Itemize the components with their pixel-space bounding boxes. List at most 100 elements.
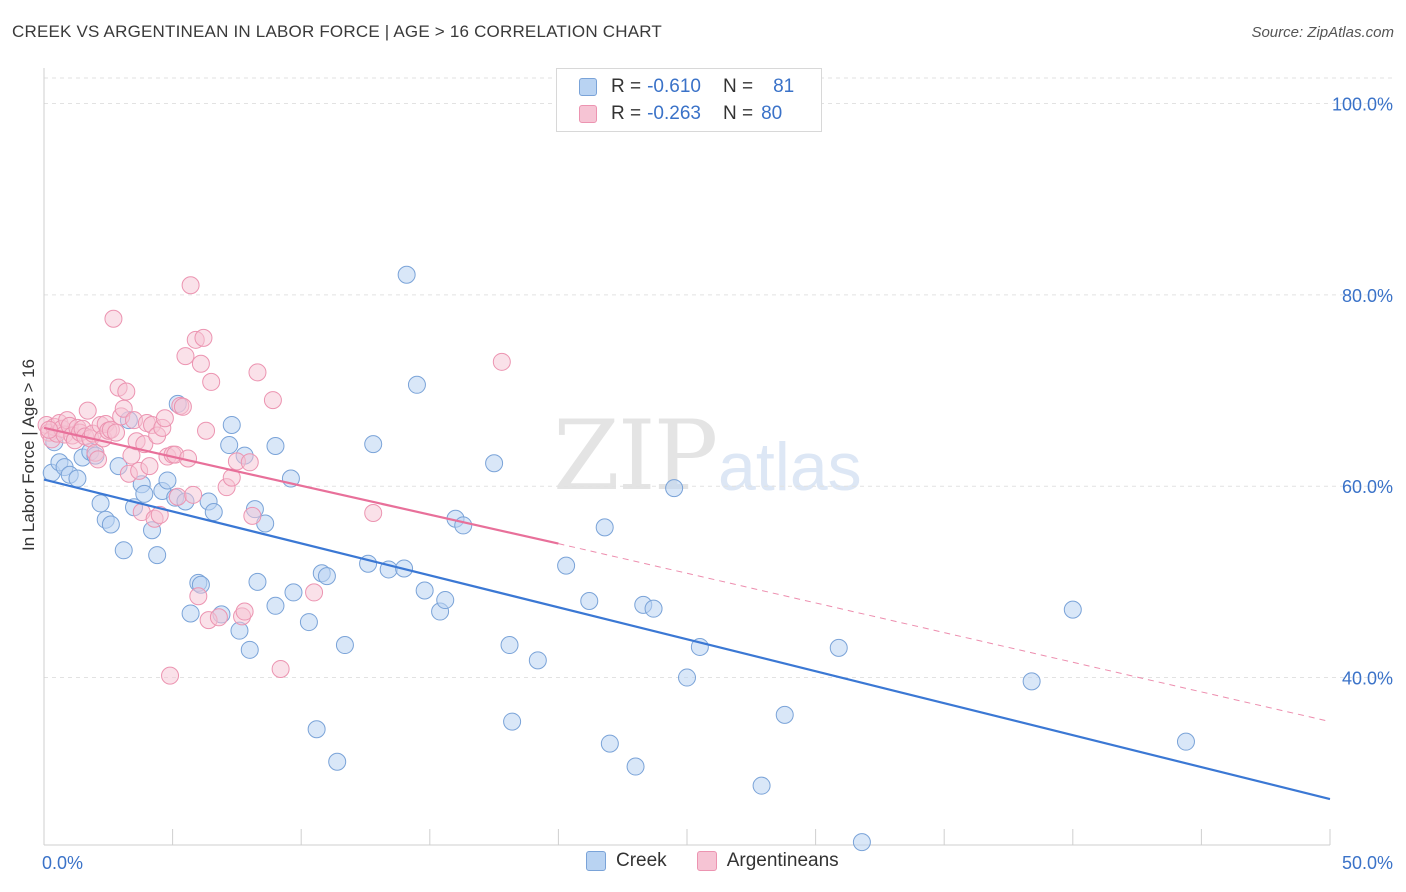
argentineans-point [107, 423, 126, 442]
creek-point [600, 734, 619, 753]
argentineans-point [161, 666, 180, 685]
argentineans-point [263, 391, 282, 410]
creek-point [317, 567, 336, 586]
creek-point [266, 596, 285, 615]
y-tick-label: 100.0% [1332, 94, 1393, 114]
creek-point [665, 479, 684, 498]
creek-point [397, 265, 416, 284]
creek-point [114, 541, 133, 560]
creek-point [240, 640, 259, 659]
creek-point [335, 636, 354, 655]
argentineans-point [271, 659, 290, 678]
creek-point [644, 599, 663, 618]
argentineans-point [194, 328, 213, 347]
x-tick-label: 0.0% [42, 853, 83, 873]
creek-point [68, 469, 87, 488]
creek-point [181, 604, 200, 623]
r-value: -0.610 [647, 76, 701, 97]
argentineans-point [114, 399, 133, 418]
argentineans-point [155, 409, 174, 428]
y-tick-label: 40.0% [1342, 669, 1393, 689]
creek-point [204, 503, 223, 522]
creek-point [1063, 600, 1082, 619]
argentineans-point [184, 485, 203, 504]
chart-title: CREEK VS ARGENTINEAN IN LABOR FORCE | AG… [12, 22, 662, 41]
n-value: 80 [761, 103, 783, 124]
creek-point [266, 437, 285, 456]
creek-point [284, 583, 303, 602]
argentineans-point [176, 347, 195, 366]
argentineans-point [243, 506, 262, 525]
creek-point [775, 705, 794, 724]
argentineans-point [492, 352, 511, 371]
argentineans-point [191, 354, 210, 373]
creek-point [503, 712, 522, 731]
argentineans-point [202, 372, 221, 391]
series-legend: Creek Argentineans [586, 850, 869, 872]
legend-label-argentineans: Argentineans [726, 850, 839, 871]
creek-point [595, 518, 614, 537]
r-value: -0.263 [647, 103, 701, 124]
argentineans-point [189, 587, 208, 606]
creek-point [752, 776, 771, 795]
argentineans-point [78, 401, 97, 420]
creek-point [580, 592, 599, 611]
creek-point [485, 454, 504, 473]
argentineans-point [104, 309, 123, 328]
source-label: Source: ZipAtlas.com [1251, 24, 1394, 41]
creek-point [148, 546, 167, 565]
legend-row-creek: R = -0.610 N = 81 [579, 74, 794, 100]
argentineans-point [150, 505, 169, 524]
creek-point [364, 435, 383, 454]
creek-point [852, 833, 871, 852]
argentineans-point [168, 487, 187, 506]
creek-point [557, 556, 576, 575]
y-axis-label: In Labor Force | Age > 16 [19, 358, 38, 552]
creek-point [1022, 672, 1041, 691]
argentineans-point [117, 382, 136, 401]
creek-point [328, 752, 347, 771]
argentineans-point [235, 602, 254, 621]
argentineans-point [89, 450, 108, 469]
n-label: N = [722, 103, 754, 124]
creek-point [222, 415, 241, 434]
creek-point [91, 494, 110, 513]
creek-point [678, 668, 696, 687]
creek-point [158, 471, 177, 490]
argentineans-trend-line [43, 426, 559, 545]
creek-point [415, 581, 434, 600]
creek-point [220, 436, 239, 455]
legend-item-argentineans[interactable]: Argentineans [696, 850, 839, 872]
creek-trend-line [43, 478, 1331, 801]
creek-point [829, 638, 848, 657]
argentineans-swatch [579, 105, 597, 123]
y-tick-label: 80.0% [1342, 286, 1393, 306]
argentineans-point [364, 503, 383, 522]
watermark-zip: ZIP [553, 400, 718, 512]
legend-item-creek[interactable]: Creek [586, 850, 667, 872]
creek-point [436, 591, 455, 610]
creek-point [248, 572, 267, 591]
argentineans-point [197, 421, 216, 440]
creek-point [626, 757, 645, 776]
creek-point [407, 375, 426, 394]
r-label: R = [611, 76, 642, 97]
argentineans-point [140, 457, 159, 476]
legend-label-creek: Creek [616, 850, 667, 871]
x-tick-label: 50.0% [1342, 853, 1393, 873]
creek-point [1176, 732, 1195, 751]
creek-point [307, 720, 326, 739]
n-label: N = [722, 76, 754, 97]
argentineans-swatch [696, 851, 717, 871]
argentineans-point [305, 583, 324, 602]
argentineans-point [240, 453, 259, 472]
r-label: R = [611, 103, 642, 124]
correlation-legend: R = -0.610 N = 81 R = -0.263 N = 80 [556, 68, 822, 132]
creek-point [454, 516, 473, 535]
creek-swatch [586, 851, 606, 871]
creek-point [500, 636, 519, 655]
argentineans-point [209, 608, 228, 627]
argentineans-point [181, 276, 200, 295]
creek-point [299, 613, 318, 632]
